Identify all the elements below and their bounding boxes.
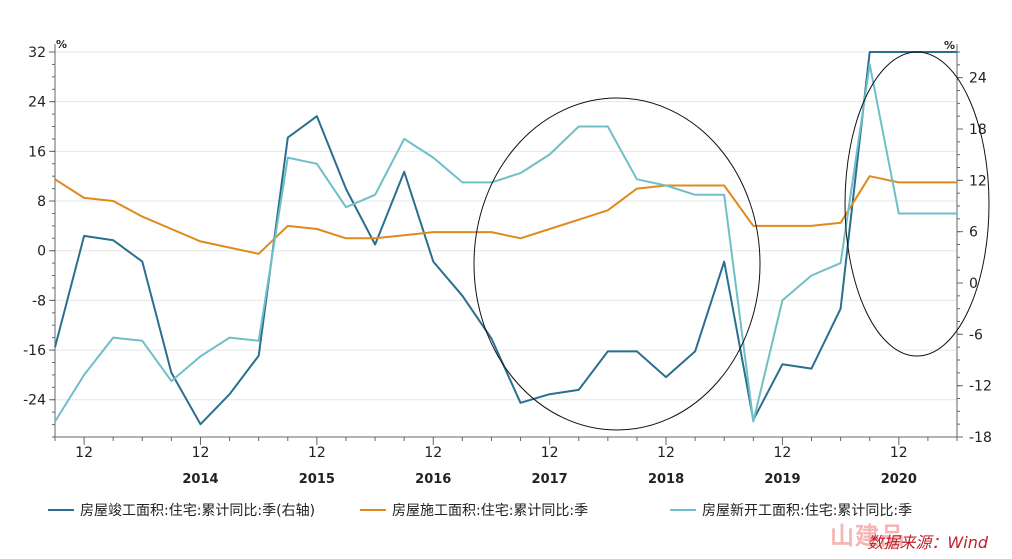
x-year-label: 2020 [881, 472, 917, 487]
watermark-logo: 山建品 [830, 522, 905, 550]
right-tick-label: -18 [969, 430, 992, 446]
right-tick-label: 24 [969, 71, 987, 87]
x-tick-label: 12 [308, 445, 326, 461]
right-axis-unit: % [944, 39, 955, 52]
x-year-label: 2014 [182, 472, 218, 487]
right-axis-ticks: 24 18 12 6 0 -6 -12 -18 [957, 51, 992, 446]
series-line-completion [54, 51, 957, 426]
right-tick-label: -12 [969, 379, 992, 395]
legend-item-construction: 房屋施工面积:住宅:累计同比:季 [360, 500, 588, 520]
x-tick-label: 12 [890, 445, 908, 461]
left-tick-label: 8 [37, 194, 46, 210]
series-line-construction [54, 175, 957, 255]
left-tick-label: -24 [23, 393, 46, 409]
left-axis-unit: % [56, 38, 67, 51]
x-year-label: 2015 [299, 472, 335, 487]
x-tick-label: 12 [774, 445, 792, 461]
x-tick-label: 12 [541, 445, 559, 461]
left-tick-label: -8 [32, 293, 46, 309]
legend-label-construction: 房屋施工面积:住宅:累计同比:季 [392, 503, 589, 519]
left-tick-label: 16 [28, 144, 46, 160]
x-tick-label: 12 [424, 445, 442, 461]
x-year-label: 2017 [532, 472, 568, 487]
left-tick-label: 24 [28, 95, 46, 111]
right-tick-label: 12 [969, 173, 987, 189]
right-tick-label: 6 [969, 225, 978, 241]
axes [54, 44, 958, 438]
source-note: 数据来源：Wind [867, 533, 988, 552]
annotations [473, 51, 990, 431]
x-year-label: 2019 [764, 472, 800, 487]
left-axis-ticks: 32 24 16 8 0 -8 -16 -24 [23, 45, 55, 438]
legend-label-completion: 房屋竣工面积:住宅:累计同比:季(右轴) [80, 503, 316, 519]
x-tick-label: 12 [75, 445, 93, 461]
right-tick-label: 0 [969, 276, 978, 292]
right-tick-label: -6 [969, 327, 983, 343]
series-line-new_start [54, 63, 957, 423]
x-tick-label: 12 [192, 445, 210, 461]
legend-item-new-start: 房屋新开工面积:住宅:累计同比:季 [670, 500, 912, 520]
legend-swatch-completion [48, 509, 74, 511]
highlight-ellipse-2020 [844, 51, 990, 357]
highlight-ellipse-2017-2018 [473, 97, 761, 431]
x-year-label: 2016 [415, 472, 451, 487]
legend-swatch-new-start [670, 509, 696, 511]
left-tick-label: 0 [37, 244, 46, 260]
left-tick-label: -16 [23, 343, 46, 359]
legend-label-new-start: 房屋新开工面积:住宅:累计同比:季 [702, 503, 913, 519]
x-axis-ticks: 12 12 2014 12 2015 12 2016 12 2017 12 2018 12 2019 12… [54, 437, 958, 487]
series-lines [54, 51, 957, 426]
right-tick-label: 18 [969, 122, 987, 138]
legend-swatch-construction [360, 509, 386, 511]
x-tick-label: 12 [657, 445, 675, 461]
legend: 房屋竣工面积:住宅:累计同比:季(右轴) 房屋施工面积:住宅:累计同比:季 房屋… [40, 500, 1000, 524]
left-tick-label: 32 [28, 45, 46, 61]
legend-item-completion: 房屋竣工面积:住宅:累计同比:季(右轴) [48, 500, 315, 520]
grid-lines [55, 51, 957, 401]
x-year-label: 2018 [648, 472, 684, 487]
chart-canvas: 32 24 16 8 0 -8 -16 -24 24 18 12 6 0 -6 -12 -18 12 12 20… [23, 38, 992, 487]
